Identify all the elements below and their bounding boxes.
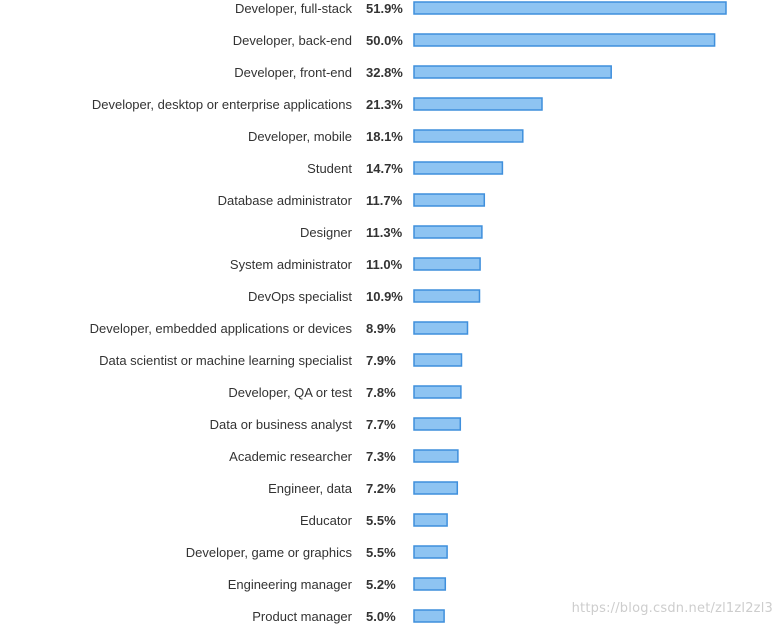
bar [413,385,462,399]
value-label: 8.9% [366,321,396,336]
category-label: Data scientist or machine learning speci… [99,353,352,368]
bar-row: Data scientist or machine learning speci… [99,353,463,368]
bar [413,225,483,239]
category-label: Product manager [252,609,352,624]
value-label: 7.8% [366,385,396,400]
category-label: Data or business analyst [210,417,353,432]
bar [413,321,469,335]
value-label: 14.7% [366,161,403,176]
category-label: Developer, embedded applications or devi… [90,321,353,336]
bar [413,577,447,591]
value-label: 11.0% [366,257,403,272]
bar [413,481,459,495]
value-label: 32.8% [366,65,403,80]
value-label: 5.5% [366,513,396,528]
category-label: Developer, full-stack [235,1,353,16]
bar-row: Designer 11.3% [300,225,483,240]
bar-row: Product manager 5.0% [252,609,445,624]
bar-row: Developer, desktop or enterprise applica… [92,97,543,112]
category-label: Developer, mobile [248,129,352,144]
bar-row: Developer, front-end 32.8% [234,65,612,80]
watermark-text: https://blog.csdn.net/zl1zl2zl3 [571,601,773,616]
bar [413,513,448,527]
value-label: 5.2% [366,577,396,592]
bar-row: Data or business analyst 7.7% [210,417,462,432]
bar-row: Developer, back-end 50.0% [233,33,716,48]
bar [413,353,463,367]
value-label: 7.3% [366,449,396,464]
value-label: 51.9% [366,1,403,16]
bar-row: DevOps specialist 10.9% [248,289,481,304]
category-label: Developer, back-end [233,33,352,48]
bar [413,97,543,111]
value-label: 11.3% [366,225,403,240]
bar-row: Developer, full-stack 51.9% [235,1,727,16]
bar [413,1,727,15]
bar [413,33,716,47]
category-label: Student [307,161,352,176]
value-label: 18.1% [366,129,403,144]
value-label: 7.2% [366,481,396,496]
value-label: 7.9% [366,353,396,368]
category-label: Developer, QA or test [228,385,352,400]
category-label: Engineering manager [228,577,353,592]
bar-row: System administrator 11.0% [230,257,481,272]
category-label: Engineer, data [268,481,353,496]
bar-row: Developer, QA or test 7.8% [228,385,462,400]
bar-row: Educator 5.5% [300,513,448,528]
value-label: 5.0% [366,609,396,624]
bar-row: Engineer, data 7.2% [268,481,459,496]
bar-row: Developer, embedded applications or devi… [90,321,469,336]
category-label: Developer, front-end [234,65,352,80]
bar-row: Academic researcher 7.3% [229,449,459,464]
bar [413,545,448,559]
bar [413,417,462,431]
bar-row: Engineering manager 5.2% [228,577,447,592]
category-label: Developer, desktop or enterprise applica… [92,97,353,112]
category-label: System administrator [230,257,353,272]
bar-row: Database administrator 11.7% [218,193,486,208]
bar [413,193,486,207]
bar [413,449,459,463]
value-label: 7.7% [366,417,396,432]
category-label: Developer, game or graphics [186,545,353,560]
bar-row: Developer, game or graphics 5.5% [186,545,448,560]
value-label: 5.5% [366,545,396,560]
value-label: 11.7% [366,193,403,208]
bar [413,65,612,79]
bar [413,257,481,271]
bar [413,289,481,303]
value-label: 21.3% [366,97,403,112]
bar [413,129,524,143]
value-label: 10.9% [366,289,403,304]
category-label: DevOps specialist [248,289,352,304]
category-label: Database administrator [218,193,353,208]
bar-row: Student 14.7% [307,161,504,176]
category-label: Academic researcher [229,449,352,464]
bar [413,161,504,175]
bar-row: Developer, mobile 18.1% [248,129,524,144]
value-label: 50.0% [366,33,403,48]
category-label: Educator [300,513,353,528]
bar [413,609,445,623]
category-label: Designer [300,225,353,240]
